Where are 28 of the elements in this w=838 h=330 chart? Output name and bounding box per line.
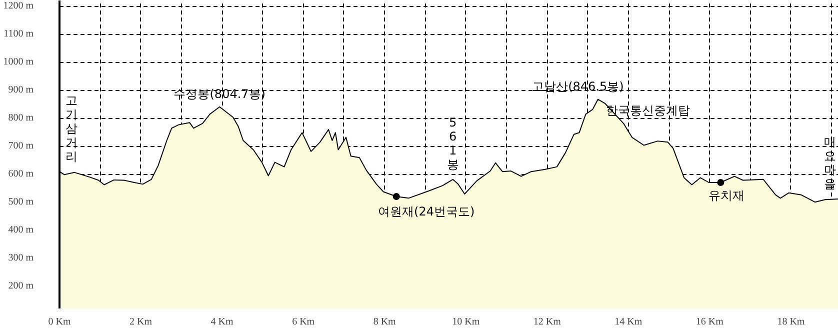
annotation: 여원재(24번국도) <box>378 204 475 218</box>
x-tick-label: 6 Km <box>292 316 315 328</box>
y-tick-label: 600 m <box>8 168 34 180</box>
annotation: 유치재 <box>708 188 745 202</box>
y-tick-label: 1000 m <box>3 56 34 68</box>
y-tick-label: 700 m <box>8 140 34 152</box>
x-tick-label: 18 Km <box>777 316 805 328</box>
annotation: 고남산(846.5봉) <box>532 79 624 94</box>
y-tick-label: 500 m <box>8 196 34 208</box>
y-tick-label: 200 m <box>8 280 34 292</box>
x-tick-label: 14 Km <box>614 316 642 328</box>
x-tick-label: 12 Km <box>533 316 562 328</box>
annotation: 수정봉(804.7봉) <box>174 86 266 101</box>
x-tick-label: 2 Km <box>130 316 152 328</box>
x-tick-label: 16 Km <box>696 316 724 328</box>
annotation: 561봉 <box>446 115 459 172</box>
y-tick-label: 800 m <box>8 112 34 124</box>
x-tick-label: 0 Km <box>48 316 71 328</box>
y-tick-label: 300 m <box>8 252 34 264</box>
x-tick-label: 10 Km <box>452 316 480 328</box>
y-tick-label: 1100 m <box>4 28 34 40</box>
x-tick-label: 4 Km <box>210 316 234 328</box>
y-tick-label: 900 m <box>8 84 34 96</box>
y-tick-label: 1200 m <box>3 0 34 12</box>
annotation: 고기삼거리 <box>66 94 78 164</box>
x-tick-label: 8 Km <box>373 316 396 328</box>
annotation: 매요마을 <box>824 135 836 192</box>
y-tick-label: 400 m <box>8 224 34 236</box>
